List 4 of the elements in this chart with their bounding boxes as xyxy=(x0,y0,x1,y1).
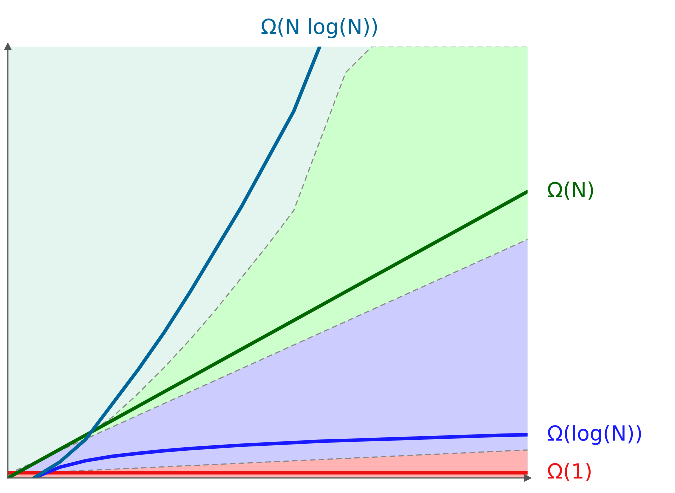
series-label: Ω(N) xyxy=(548,182,594,200)
series-label: Ω(1) xyxy=(548,462,591,482)
series-label: Ω(N log(N)) xyxy=(262,18,378,38)
series-label: Ω(log(N)) xyxy=(548,424,642,446)
